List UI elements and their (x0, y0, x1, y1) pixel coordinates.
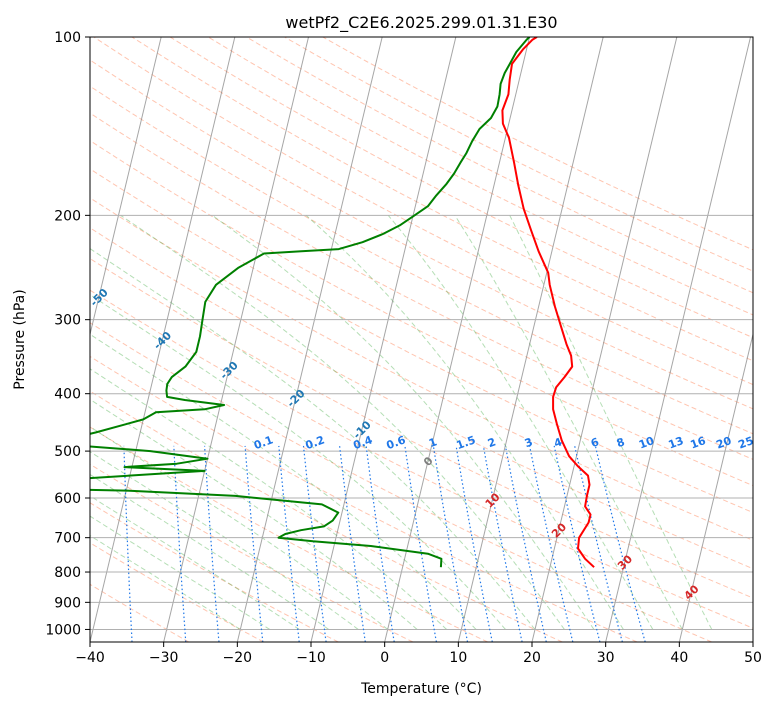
y-tick-label: 1000 (45, 622, 81, 638)
isotherm-line (457, 37, 604, 642)
mixing-ratio-line (482, 445, 523, 642)
mixing-ratio-line (302, 445, 327, 642)
y-tick-label: 700 (54, 531, 81, 547)
y-tick-label: 200 (54, 208, 81, 224)
moist-adiabat-line (120, 214, 565, 630)
mixing-ratio-line (594, 445, 646, 642)
x-tick-label: 10 (449, 650, 467, 666)
mixing-ratio-line (365, 445, 395, 642)
x-tick-label: 50 (744, 650, 762, 666)
x-tick-label: 20 (523, 650, 541, 666)
moist-adiabat-line (90, 515, 271, 630)
dewpoint-profile-line (90, 37, 531, 568)
moist-adiabat-line (387, 214, 654, 630)
mixing-ratio-line (244, 445, 264, 642)
dry-adiabat-line (90, 426, 488, 642)
profile-lines (90, 37, 595, 568)
mixing-ratio-label: 30 (762, 434, 775, 452)
dry-adiabat-line (90, 289, 753, 629)
isotherm-line (90, 37, 162, 337)
mixing-ratio-label: 1 (427, 435, 439, 450)
isotherm-line (752, 639, 753, 642)
dry-adiabat-line (90, 85, 753, 435)
mixing-ratio-label: 0.1 (252, 433, 275, 452)
isotherm-label: -60 (25, 240, 48, 263)
isotherm-line (384, 37, 530, 642)
dry-adiabat-line (90, 197, 753, 541)
x-axis-title: Temperature (°C) (360, 681, 482, 697)
isotherm-line (163, 37, 309, 642)
mixing-ratio-label: 25 (737, 434, 756, 451)
mixing-ratio-line (123, 445, 133, 642)
mixing-ratio-line (432, 445, 469, 642)
mixing-ratio-label: 13 (667, 434, 686, 451)
dry-adiabat-line (90, 390, 563, 642)
x-tick-label: −30 (149, 650, 179, 666)
mixing-ratio-label: 3 (523, 435, 535, 450)
mixing-ratio-label: 20 (714, 434, 733, 452)
dry-adiabat-line (90, 502, 339, 642)
y-tick-label: 100 (54, 30, 81, 46)
isotherm-line (678, 332, 753, 642)
x-tick-label: −20 (223, 650, 253, 666)
y-axis-title: Pressure (hPa) (12, 289, 28, 389)
isotherm-line (605, 37, 751, 642)
y-tick-label: 500 (54, 444, 81, 460)
isotherm-line (310, 37, 457, 642)
mixing-ratio-line (529, 445, 574, 642)
mixing-ratio-label: 0.2 (304, 433, 327, 452)
x-tick-label: 0 (380, 650, 389, 666)
mixing-ratio-label: 16 (689, 434, 708, 452)
mixing-ratio-label: 0.4 (351, 433, 374, 452)
plot-background (90, 37, 753, 642)
axes: −40 −30 −20 −10 0 10 20 30 40 5010020030040050060… (45, 30, 762, 666)
chart-title: wetPf2_C2E6.2025.299.01.31.E30 (285, 13, 557, 33)
plot-frame (89, 36, 754, 643)
mixing-ratio-label: 6 (589, 435, 601, 450)
y-tick-label: 800 (54, 565, 81, 581)
dry-adiabat-line (90, 257, 753, 599)
mixing-ratio-label: 0.6 (385, 433, 408, 452)
dry-adiabat-line (93, 37, 753, 386)
isotherm-line (236, 37, 383, 642)
mixing-ratio-label: 4 (552, 435, 564, 450)
temperature-profile-line (501, 37, 595, 568)
mixing-ratio-line (278, 445, 300, 642)
dry-adiabat-line (90, 59, 753, 410)
mixing-ratio-label: 1.5 (455, 433, 478, 452)
mixing-ratio-label: 2 (486, 435, 498, 450)
y-tick-label: 900 (54, 595, 81, 611)
mixing-ratio-line (204, 445, 220, 642)
background-lines (90, 37, 753, 642)
mixing-ratio-line (553, 445, 601, 642)
isotherm-line (531, 37, 678, 642)
mixing-ratio-line (504, 445, 547, 642)
x-tick-label: −10 (296, 650, 326, 666)
dry-adiabat-line (90, 583, 190, 642)
mixing-ratio-line (574, 445, 623, 642)
x-tick-label: 30 (597, 650, 615, 666)
x-tick-label: −40 (75, 650, 105, 666)
mixing-ratio-line (455, 445, 493, 642)
mixing-ratio-label: 10 (637, 434, 656, 452)
dry-adiabat-line (90, 112, 753, 460)
dry-adiabat-line (90, 355, 638, 642)
dry-adiabat-line (90, 322, 712, 642)
y-tick-label: 600 (54, 491, 81, 507)
isotherm-line (90, 37, 236, 642)
y-tick-label: 400 (54, 387, 81, 403)
mixing-ratio-line (173, 445, 187, 642)
mixing-ratio-line (404, 445, 437, 642)
mixing-ratio-line (339, 445, 366, 642)
mixing-ratio-label: 8 (615, 435, 627, 450)
y-tick-label: 300 (54, 313, 81, 329)
x-tick-label: 40 (670, 650, 688, 666)
